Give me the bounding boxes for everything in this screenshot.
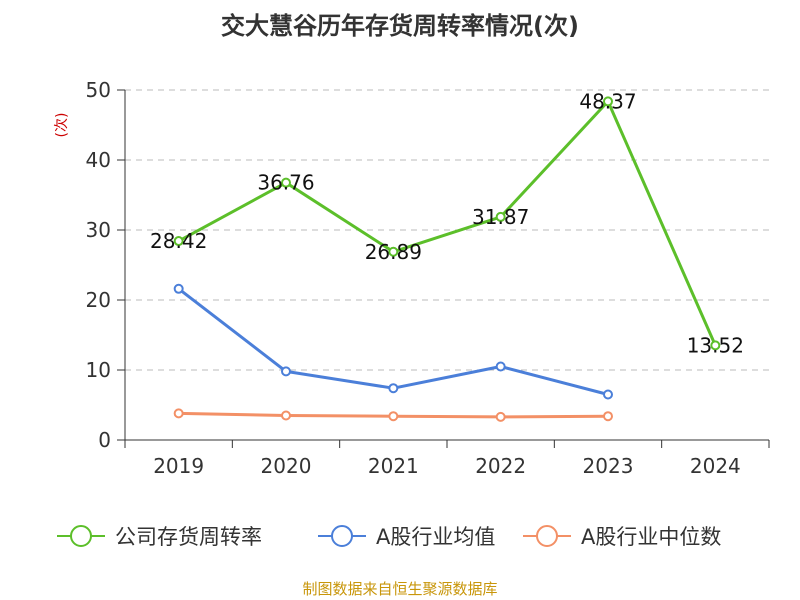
data-label: 36.76 bbox=[257, 171, 314, 195]
legend-marker bbox=[331, 525, 353, 547]
data-label: 13.52 bbox=[687, 333, 744, 357]
y-axis-title: (次) bbox=[54, 113, 70, 138]
data-point bbox=[281, 410, 291, 421]
data-point bbox=[603, 389, 613, 400]
data-point bbox=[281, 366, 291, 377]
data-point bbox=[495, 411, 506, 422]
data-point bbox=[388, 383, 399, 394]
y-tick-label: 50 bbox=[86, 78, 111, 102]
y-tick-label: 0 bbox=[98, 428, 111, 452]
legend-label: A股行业均值 bbox=[376, 525, 495, 549]
data-point bbox=[388, 411, 399, 422]
legend-label: A股行业中位数 bbox=[581, 525, 721, 549]
data-point bbox=[495, 211, 506, 222]
data-point bbox=[603, 96, 613, 107]
x-tick-label: 2021 bbox=[368, 454, 419, 478]
series-line bbox=[177, 287, 609, 396]
legend-marker bbox=[536, 525, 558, 547]
chart-title: 交大慧谷历年存货周转率情况(次) bbox=[221, 12, 579, 40]
legend-marker bbox=[70, 525, 92, 547]
data-label: 31.87 bbox=[472, 205, 529, 229]
y-tick-label: 30 bbox=[86, 218, 111, 242]
data-point bbox=[388, 246, 399, 257]
x-tick-label: 2024 bbox=[690, 454, 741, 478]
legend-label: 公司存货周转率 bbox=[115, 525, 262, 549]
data-point bbox=[173, 408, 184, 419]
data-point bbox=[281, 177, 291, 188]
x-tick-label: 2020 bbox=[261, 454, 312, 478]
data-label: 28.42 bbox=[150, 229, 207, 253]
x-tick-label: 2022 bbox=[475, 454, 526, 478]
data-label: 48.37 bbox=[579, 89, 636, 113]
x-tick-label: 2023 bbox=[583, 454, 634, 478]
data-point bbox=[173, 283, 184, 294]
data-source-note: 制图数据来自恒生聚源数据库 bbox=[302, 580, 498, 598]
data-label: 26.89 bbox=[365, 240, 422, 264]
data-point bbox=[173, 236, 184, 247]
data-point bbox=[603, 411, 613, 422]
data-point bbox=[710, 340, 721, 351]
series-line bbox=[177, 99, 717, 346]
y-tick-label: 20 bbox=[86, 288, 111, 312]
data-point bbox=[495, 361, 506, 372]
y-tick-label: 10 bbox=[86, 358, 111, 382]
y-tick-label: 40 bbox=[86, 148, 111, 172]
x-tick-label: 2019 bbox=[153, 454, 204, 478]
